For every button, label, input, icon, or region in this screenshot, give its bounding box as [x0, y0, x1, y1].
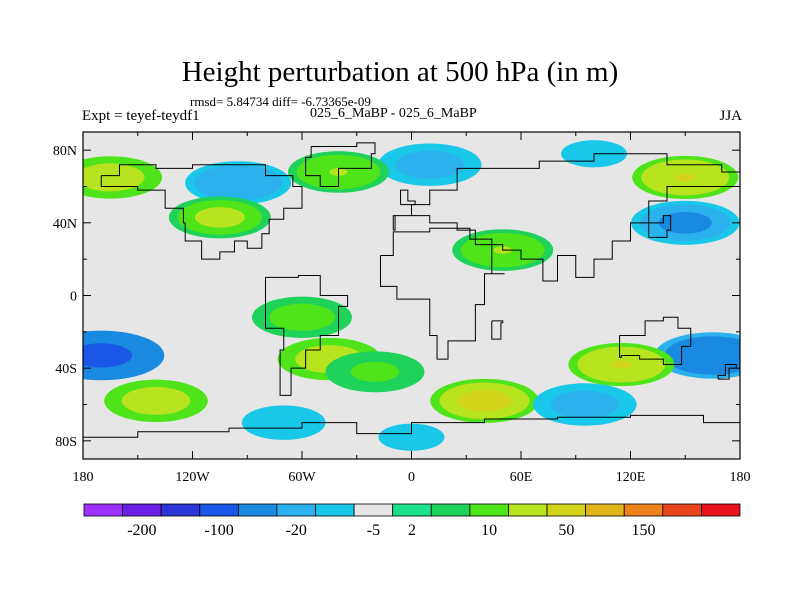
- y-tick-label: 40S: [55, 362, 77, 377]
- coastline: [83, 414, 740, 438]
- y-tick-label: 80S: [55, 435, 77, 450]
- season-label: JJA: [719, 108, 742, 124]
- field-anomaly-cell: [568, 342, 675, 387]
- field-anomaly-cell: [83, 156, 163, 199]
- field-anomaly-cell: [378, 143, 482, 186]
- colorbar-label: -200: [127, 522, 156, 539]
- coastline: [392, 153, 740, 282]
- field-peak: [210, 213, 230, 222]
- colorbar-swatch: [199, 503, 239, 517]
- colorbar-swatch: [430, 503, 471, 517]
- coastline: [648, 215, 672, 238]
- case-comparison-label: 025_6_MaBP - 025_6_MaBP: [310, 106, 477, 121]
- coastline: [491, 320, 504, 340]
- x-tick-label: 180: [730, 470, 751, 485]
- coastline: [619, 316, 692, 366]
- chart-title: Height perturbation at 500 hPa (in m): [181, 56, 619, 88]
- colorbar-swatch: [585, 503, 625, 517]
- field-peak: [274, 418, 293, 427]
- field-peak: [228, 178, 248, 187]
- field-anomaly-cell: [233, 401, 335, 444]
- field-peak: [702, 351, 724, 360]
- colorbar-label: 150: [632, 522, 656, 539]
- field-peak: [402, 433, 421, 441]
- x-tick-label: 120W: [175, 470, 210, 485]
- y-tick-label: 40N: [53, 217, 77, 232]
- x-tick-label: 0: [408, 470, 415, 485]
- colorbar-swatch: [160, 503, 201, 517]
- field-peak: [675, 173, 695, 182]
- colorbar-swatch: [353, 503, 394, 517]
- coastline: [265, 275, 349, 396]
- colorbar-swatch: [701, 503, 741, 517]
- colorbar-swatch: [83, 503, 123, 517]
- colorbar-swatch: [122, 503, 162, 517]
- colorbar-label: 10: [481, 522, 497, 539]
- colorbar-swatch: [662, 503, 702, 517]
- y-tick-label: 80N: [53, 144, 77, 159]
- field-peak: [146, 397, 166, 405]
- field-peak: [89, 350, 113, 360]
- colorbar-swatch: [546, 503, 587, 517]
- coastline: [100, 164, 303, 260]
- field-anomaly-cell: [430, 378, 539, 423]
- colorbar-swatch: [237, 503, 278, 517]
- coastline: [379, 227, 505, 360]
- field-peak: [366, 368, 384, 376]
- field-peak: [293, 313, 311, 322]
- x-tick-label: 60E: [510, 470, 533, 485]
- field-anomaly-cell: [185, 161, 292, 205]
- experiment-label: Expt = teyef-teydf1: [82, 108, 200, 124]
- field-anomaly-cell: [654, 332, 740, 379]
- field-peak: [474, 396, 495, 405]
- field-anomaly-cell: [104, 379, 208, 423]
- field-peak: [575, 400, 595, 409]
- colorbar-label: 50: [558, 522, 574, 539]
- rmsd-stats-label: rmsd= 5.84734 diff= -6.73365e-09: [190, 94, 371, 109]
- field-anomaly-cell: [168, 196, 271, 239]
- colorbar-swatch: [623, 503, 664, 517]
- field-anomaly-cell: [533, 383, 637, 426]
- field-anomaly-cell: [252, 296, 352, 338]
- colorbar-swatch: [469, 503, 509, 517]
- x-tick-label: 60W: [288, 470, 316, 485]
- field-peak: [420, 160, 440, 169]
- coastline: [305, 142, 376, 187]
- field-anomaly-cell: [361, 416, 462, 458]
- field-anomaly-cell: [325, 351, 425, 393]
- x-tick-label: 180: [73, 470, 94, 485]
- field-anomaly-cell: [83, 330, 165, 381]
- colorbar-swatch: [508, 503, 548, 517]
- coastline: [400, 189, 416, 206]
- colorbar-label: 2: [408, 522, 416, 539]
- colorbar-swatch: [315, 503, 355, 517]
- field-peak: [101, 173, 120, 182]
- coastline: [717, 364, 737, 380]
- field-anomaly-cell: [632, 155, 739, 200]
- field-peak: [611, 360, 631, 369]
- colorbar-label: -20: [286, 522, 307, 539]
- x-tick-label: 120E: [616, 470, 646, 485]
- colorbar-swatch: [392, 503, 432, 517]
- colorbar-label: -100: [204, 522, 233, 539]
- y-tick-label: 0: [70, 290, 77, 305]
- colorbar-swatch: [276, 503, 316, 517]
- colorbar-label: -5: [367, 522, 380, 539]
- field-peak: [675, 218, 696, 227]
